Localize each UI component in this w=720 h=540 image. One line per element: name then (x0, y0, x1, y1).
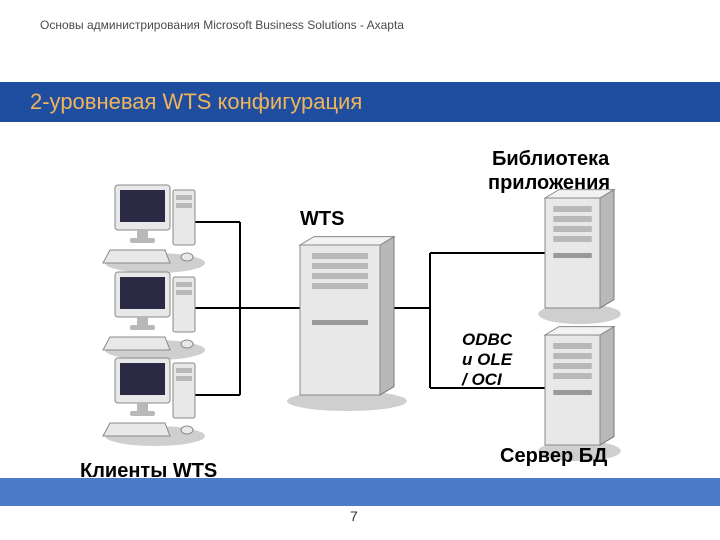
label-db-server: Сервер БД (500, 445, 607, 468)
label-wts: WTS (300, 208, 344, 231)
footer-band (0, 478, 720, 506)
label-odbc-1: ODBC (462, 330, 512, 350)
label-app-library-2: приложения (488, 172, 610, 195)
page-number: 7 (350, 508, 358, 524)
label-app-library-1: Библиотека (492, 148, 609, 171)
label-odbc-2: и OLE (462, 350, 512, 370)
diagram-svg (0, 0, 720, 540)
label-odbc-3: / OCI (462, 370, 502, 390)
